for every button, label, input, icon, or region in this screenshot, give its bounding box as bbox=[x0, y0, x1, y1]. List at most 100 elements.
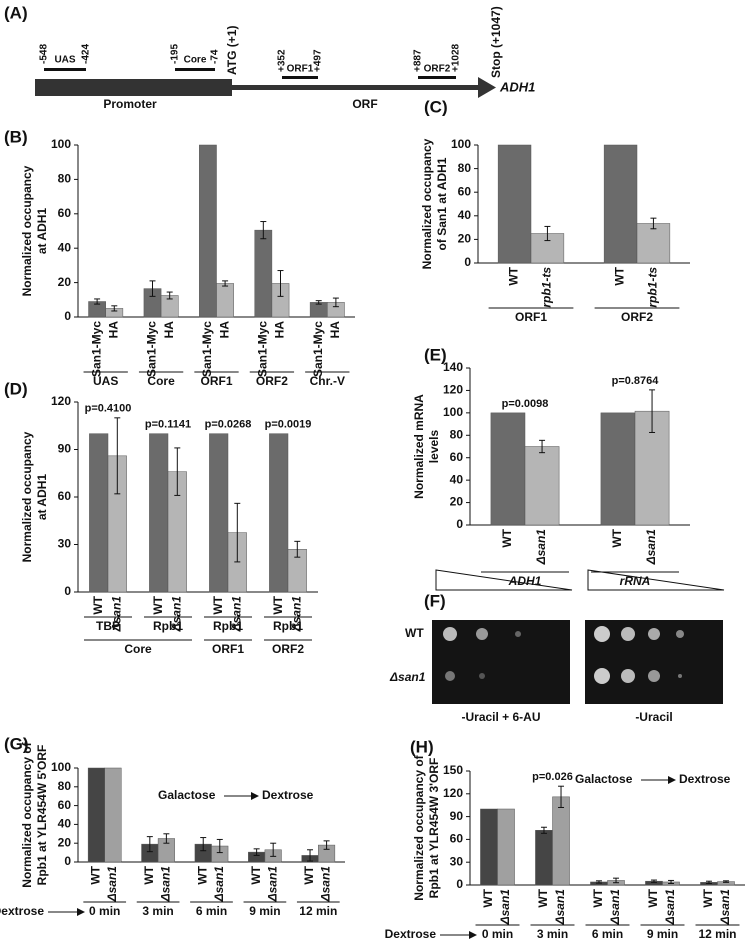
bar bbox=[269, 433, 289, 593]
condition-to: Dextrose bbox=[262, 788, 314, 802]
series-label: WT bbox=[151, 595, 165, 614]
position-label: -424 bbox=[81, 44, 92, 64]
category-label: UAS bbox=[93, 374, 118, 388]
gene-map: (A) ADH1 Promoter ORF UAS Core ORF1 ORF2… bbox=[4, 3, 535, 111]
series-label: Δsan1 bbox=[718, 889, 732, 926]
spot bbox=[648, 628, 660, 640]
series-label: WT bbox=[591, 888, 605, 907]
y-tick-label: 120 bbox=[443, 383, 463, 397]
region-bar bbox=[175, 68, 215, 71]
segment-label: ORF bbox=[352, 97, 377, 111]
y-tick-label: 120 bbox=[443, 786, 463, 800]
bar bbox=[552, 796, 570, 886]
condition-from: Galactose bbox=[575, 772, 633, 786]
series-label: WT bbox=[646, 888, 660, 907]
category-label: 3 min bbox=[537, 927, 568, 941]
medium-label: -Uracil bbox=[635, 710, 672, 724]
series-label: WT bbox=[507, 266, 521, 285]
y-tick-label: 140 bbox=[443, 360, 463, 374]
group-label: Core bbox=[124, 642, 152, 656]
position-label: -195 bbox=[170, 44, 181, 64]
y-tick-label: 30 bbox=[58, 537, 72, 551]
group-label: ORF2 bbox=[272, 642, 304, 656]
position-label: +352 bbox=[277, 49, 288, 72]
panel-label: (A) bbox=[4, 3, 28, 22]
spot bbox=[515, 631, 521, 637]
category-label: Core bbox=[147, 374, 175, 388]
y-tick-label: 120 bbox=[51, 394, 71, 408]
y-tick-label: 40 bbox=[450, 472, 464, 486]
category-label: ADH1 bbox=[508, 574, 542, 588]
y-tick-label: 80 bbox=[58, 172, 72, 186]
panel-label: (E) bbox=[424, 345, 447, 364]
y-tick-label: 40 bbox=[58, 240, 72, 254]
panel-label: (B) bbox=[4, 127, 28, 146]
series-label: San1-Myc bbox=[145, 321, 159, 377]
series-label: HA bbox=[273, 321, 287, 339]
y-tick-label: 100 bbox=[51, 760, 71, 774]
category-label: Rpb1 bbox=[273, 619, 303, 633]
p-value: p=0.1141 bbox=[145, 419, 191, 431]
x-prefix: Dextrose bbox=[0, 904, 44, 918]
y-axis-label: Normalized occupancy bbox=[20, 165, 34, 296]
series-label: Δsan1 bbox=[109, 596, 123, 633]
y-axis-label: Rpb1 at YLR454W 5'ORF bbox=[35, 745, 49, 886]
series-label: Δsan1 bbox=[229, 596, 243, 633]
y-tick-label: 60 bbox=[58, 798, 72, 812]
category-label: 9 min bbox=[249, 904, 280, 918]
position-label: +887 bbox=[413, 49, 424, 72]
category-label: 9 min bbox=[647, 927, 678, 941]
series-label: WT bbox=[91, 595, 105, 614]
category-label: ORF2 bbox=[256, 374, 288, 388]
y-tick-label: 20 bbox=[450, 495, 464, 509]
series-label: San1-Myc bbox=[255, 321, 269, 377]
y-tick-label: 80 bbox=[450, 427, 464, 441]
y-axis-label: Normalized mRNA bbox=[412, 394, 426, 499]
y-tick-label: 0 bbox=[64, 584, 71, 598]
position-label: ATG (+1) bbox=[225, 26, 239, 75]
y-axis-label: levels bbox=[427, 429, 441, 463]
panel-label: (F) bbox=[424, 591, 446, 610]
p-value: p=0.0098 bbox=[502, 398, 549, 410]
bar bbox=[199, 144, 217, 318]
p-value: p=0.026 bbox=[532, 771, 573, 783]
orf-arrowhead bbox=[478, 77, 496, 98]
p-value: p=0.0268 bbox=[205, 419, 252, 431]
spot bbox=[594, 626, 610, 642]
series-label: Δsan1 bbox=[608, 889, 622, 926]
bar bbox=[149, 433, 169, 593]
series-label: rpb1-ts bbox=[540, 267, 554, 308]
category-label: 3 min bbox=[142, 904, 173, 918]
spot bbox=[648, 670, 660, 682]
y-tick-label: 60 bbox=[450, 832, 464, 846]
bar bbox=[600, 412, 636, 526]
series-label: WT bbox=[536, 888, 550, 907]
series-label: HA bbox=[162, 321, 176, 339]
category-label: ORF1 bbox=[200, 374, 232, 388]
y-tick-label: 20 bbox=[58, 835, 72, 849]
bar bbox=[480, 808, 498, 886]
position-label: Stop (+1047) bbox=[489, 6, 503, 78]
series-label: WT bbox=[613, 266, 627, 285]
series-label: San1-Myc bbox=[311, 321, 325, 377]
y-tick-label: 20 bbox=[458, 232, 472, 246]
category-label: Rpb1 bbox=[153, 619, 183, 633]
y-tick-label: 80 bbox=[458, 161, 472, 175]
spot bbox=[621, 669, 635, 683]
spot bbox=[476, 628, 488, 640]
promoter-bar bbox=[35, 79, 232, 96]
y-tick-label: 30 bbox=[450, 854, 464, 868]
category-label: 12 min bbox=[299, 904, 337, 918]
category-label: TBP bbox=[96, 619, 120, 633]
series-label: WT bbox=[500, 528, 514, 547]
panel-label: (G) bbox=[4, 734, 29, 753]
segment-label: Promoter bbox=[103, 97, 157, 111]
category-label: 6 min bbox=[196, 904, 227, 918]
series-label: Δsan1 bbox=[553, 889, 567, 926]
p-value: p=0.4100 bbox=[85, 403, 132, 415]
bar bbox=[497, 808, 515, 886]
series-label: Δsan1 bbox=[644, 529, 658, 566]
y-axis-label: Normalized occupancy bbox=[20, 431, 34, 562]
series-label: HA bbox=[217, 321, 231, 339]
